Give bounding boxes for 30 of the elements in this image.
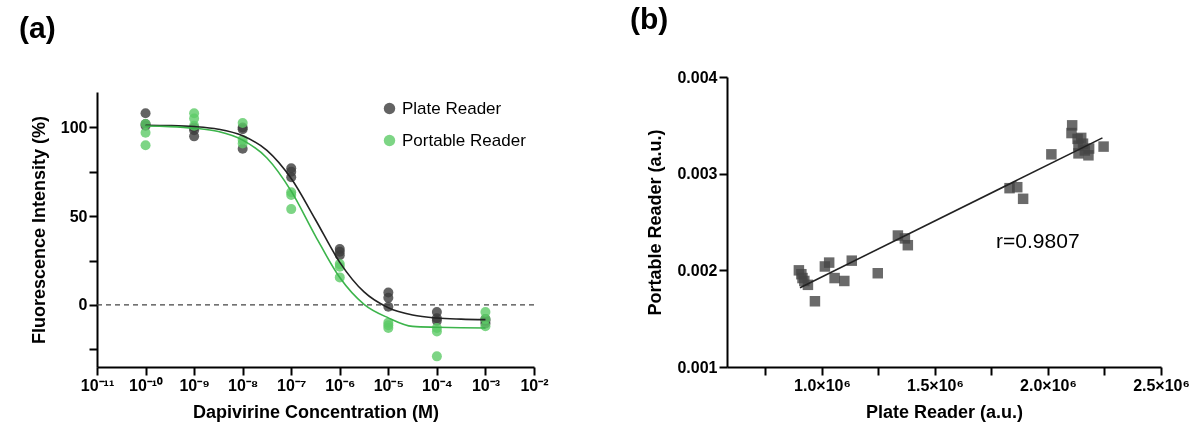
x-tick-label: 10⁻⁶	[325, 376, 356, 394]
x-tick-label: 1.0×10⁶	[794, 376, 851, 394]
x-tick-label: 10⁻⁸	[227, 376, 259, 394]
y-tick-label: 0.001	[677, 358, 718, 376]
y-axis-title: Portable Reader (a.u.)	[645, 129, 666, 316]
x-tick-label: 10⁻⁷	[277, 376, 307, 394]
x-tick-label: 10⁻¹⁰	[128, 376, 164, 394]
x-tick-label: 2.5×10⁶	[1133, 376, 1190, 394]
x-tick-label: 10⁻²	[520, 376, 549, 394]
x-axis-title: Dapivirine Concentration (M)	[192, 401, 440, 422]
y-tick-label: 0	[78, 296, 88, 314]
legend-label: Portable Reader	[402, 130, 527, 150]
x-tick-label: 10⁻⁴	[422, 376, 453, 394]
x-tick-label: 2.0×10⁶	[1020, 376, 1077, 394]
annotation: r=0.9807	[996, 229, 1080, 253]
x-tick-label: 10⁻⁹	[179, 376, 210, 394]
y-tick-label: 100	[60, 118, 88, 136]
chart-title: (b)	[630, 2, 669, 35]
x-tick-label: 1.5×10⁶	[907, 376, 964, 394]
y-axis-title: Fluorescence Intensity (%)	[28, 115, 49, 345]
x-tick-label: 10⁻³	[471, 376, 501, 394]
y-tick-label: 0.004	[677, 68, 718, 86]
x-tick-label: 10⁻⁵	[373, 376, 404, 394]
x-axis-title: Plate Reader (a.u.)	[865, 401, 1024, 422]
y-tick-label: 50	[69, 207, 88, 225]
chart-title: (a)	[19, 11, 56, 44]
legend-label: Plate Reader	[402, 98, 502, 118]
y-tick-label: 0.002	[677, 261, 718, 279]
y-tick-label: 0.003	[677, 165, 718, 183]
x-tick-label: 10⁻¹¹	[80, 376, 115, 394]
